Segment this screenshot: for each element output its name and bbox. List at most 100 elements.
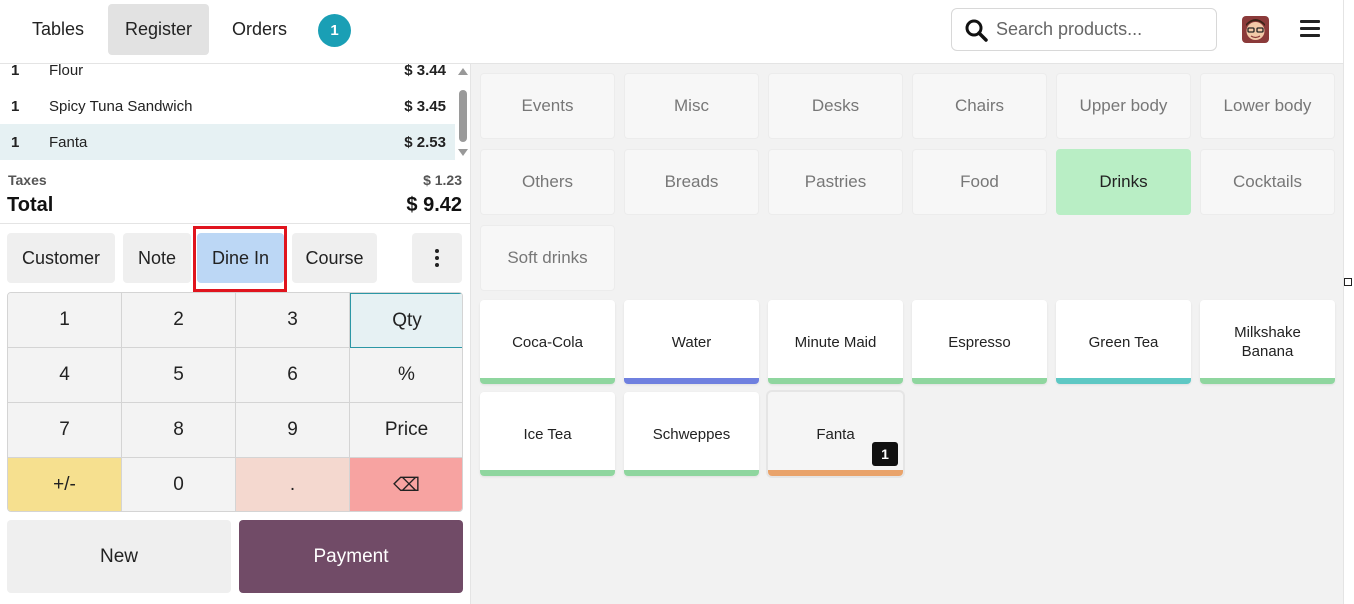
order-line-name: Spicy Tuna Sandwich bbox=[49, 97, 193, 115]
search-input[interactable] bbox=[996, 19, 1206, 40]
course-button[interactable]: Course bbox=[292, 233, 377, 283]
category-chairs[interactable]: Chairs bbox=[912, 73, 1047, 139]
category-others[interactable]: Others bbox=[480, 149, 615, 215]
numpad-key-7[interactable]: 7 bbox=[8, 403, 122, 458]
product-card[interactable]: Water bbox=[624, 300, 759, 384]
category-upper-body[interactable]: Upper body bbox=[1056, 73, 1191, 139]
product-card[interactable]: Ice Tea bbox=[480, 392, 615, 476]
tab-orders[interactable]: Orders bbox=[231, 19, 287, 39]
numpad-key-4[interactable]: 4 bbox=[8, 348, 122, 403]
numpad-key-9[interactable]: 9 bbox=[236, 403, 350, 458]
product-name: Milkshake Banana bbox=[1234, 324, 1301, 360]
scroll-down-icon[interactable] bbox=[458, 149, 468, 156]
order-totals: Taxes $ 1.23 Total $ 9.42 bbox=[0, 168, 471, 224]
order-line-qty: 1 bbox=[11, 97, 20, 115]
top-navbar: Tables Register Orders 1 bbox=[0, 0, 1343, 64]
category-drinks[interactable]: Drinks bbox=[1056, 149, 1191, 215]
order-lines-list: 1 Flour $ 3.44 1 Spicy Tuna Sandwich $ 3… bbox=[0, 64, 455, 160]
numpad-qty-button[interactable]: Qty bbox=[350, 293, 462, 348]
taxes-value: $ 1.23 bbox=[423, 172, 462, 188]
scroll-thumb[interactable] bbox=[459, 90, 467, 142]
order-line-selected[interactable]: 1 Fanta $ 2.53 bbox=[0, 124, 455, 160]
new-order-button[interactable]: New bbox=[7, 520, 231, 593]
product-name: Minute Maid bbox=[794, 333, 877, 351]
search-bar[interactable] bbox=[951, 8, 1217, 51]
order-line-price: $ 2.53 bbox=[404, 133, 446, 151]
order-line[interactable]: 1 Spicy Tuna Sandwich $ 3.45 bbox=[0, 88, 455, 124]
numpad-key-8[interactable]: 8 bbox=[122, 403, 236, 458]
numpad-key-3[interactable]: 3 bbox=[236, 293, 350, 348]
backspace-icon[interactable]: ⌫ bbox=[350, 458, 462, 511]
orders-count-badge[interactable]: 1 bbox=[318, 14, 351, 47]
product-qty-badge: 1 bbox=[872, 442, 898, 466]
category-breads[interactable]: Breads bbox=[624, 149, 759, 215]
order-line-name: Flour bbox=[49, 64, 84, 79]
numpad-price-button[interactable]: Price bbox=[350, 403, 462, 458]
category-food[interactable]: Food bbox=[912, 149, 1047, 215]
product-color-bar bbox=[1056, 378, 1191, 384]
product-color-bar bbox=[912, 378, 1047, 384]
scroll-up-icon[interactable] bbox=[458, 68, 468, 75]
product-card-selected[interactable]: Fanta 1 bbox=[768, 392, 903, 476]
product-name: Water bbox=[671, 333, 712, 351]
order-line-price: $ 3.45 bbox=[404, 97, 446, 115]
category-misc[interactable]: Misc bbox=[624, 73, 759, 139]
product-color-bar bbox=[480, 470, 615, 476]
user-avatar[interactable] bbox=[1242, 16, 1269, 43]
numpad-key-0[interactable]: 0 bbox=[122, 458, 236, 511]
product-name: Schweppes bbox=[652, 425, 731, 443]
order-line-name: Fanta bbox=[49, 133, 88, 151]
product-card[interactable]: Minute Maid bbox=[768, 300, 903, 384]
product-card[interactable]: Milkshake Banana bbox=[1200, 300, 1335, 384]
order-line-price: $ 3.44 bbox=[404, 64, 446, 79]
tab-register[interactable]: Register bbox=[108, 4, 209, 55]
numpad-key-1[interactable]: 1 bbox=[8, 293, 122, 348]
product-name: Green Tea bbox=[1088, 333, 1159, 351]
product-name: Coca-Cola bbox=[512, 333, 583, 351]
product-color-bar bbox=[768, 470, 903, 476]
numpad-key-5[interactable]: 5 bbox=[122, 348, 236, 403]
category-soft-drinks[interactable]: Soft drinks bbox=[480, 225, 615, 291]
product-name: Fanta bbox=[816, 425, 855, 443]
customer-button[interactable]: Customer bbox=[7, 233, 115, 283]
payment-button[interactable]: Payment bbox=[239, 520, 463, 593]
product-color-bar bbox=[480, 378, 615, 384]
product-card[interactable]: Coca-Cola bbox=[480, 300, 615, 384]
dine-in-button[interactable]: Dine In bbox=[197, 233, 284, 283]
order-line[interactable]: 1 Flour $ 3.44 bbox=[0, 64, 455, 88]
total-value: $ 9.42 bbox=[406, 194, 462, 216]
numpad-plus-minus-button[interactable]: +/- bbox=[8, 458, 122, 511]
product-color-bar bbox=[1200, 378, 1335, 384]
numpad: 1 2 3 Qty 4 5 6 % 7 8 9 Price +/- 0 . ⌫ bbox=[7, 292, 463, 512]
numpad-key-6[interactable]: 6 bbox=[236, 348, 350, 403]
total-label: Total bbox=[7, 194, 54, 216]
numpad-discount-button[interactable]: % bbox=[350, 348, 462, 403]
order-lines-scrollbar[interactable] bbox=[455, 64, 470, 160]
product-card[interactable]: Green Tea bbox=[1056, 300, 1191, 384]
category-lower-body[interactable]: Lower body bbox=[1200, 73, 1335, 139]
note-button[interactable]: Note bbox=[123, 233, 191, 283]
product-color-bar bbox=[768, 378, 903, 384]
resize-handle[interactable] bbox=[1344, 278, 1352, 286]
category-cocktails[interactable]: Cocktails bbox=[1200, 149, 1335, 215]
page-scrollbar[interactable] bbox=[1343, 0, 1354, 604]
numpad-key-2[interactable]: 2 bbox=[122, 293, 236, 348]
category-pastries[interactable]: Pastries bbox=[768, 149, 903, 215]
product-color-bar bbox=[624, 470, 759, 476]
product-name: Espresso bbox=[948, 333, 1011, 351]
kebab-menu-icon[interactable] bbox=[412, 233, 462, 283]
order-panel: 1 Flour $ 3.44 1 Spicy Tuna Sandwich $ 3… bbox=[0, 64, 471, 604]
taxes-label: Taxes bbox=[8, 172, 47, 188]
tab-tables[interactable]: Tables bbox=[31, 19, 85, 39]
category-events[interactable]: Events bbox=[480, 73, 615, 139]
hamburger-menu-icon[interactable] bbox=[1300, 20, 1320, 40]
order-line-qty: 1 bbox=[11, 133, 20, 151]
search-icon bbox=[965, 19, 988, 42]
category-desks[interactable]: Desks bbox=[768, 73, 903, 139]
product-panel: Events Misc Desks Chairs Upper body Lowe… bbox=[471, 64, 1344, 604]
product-color-bar bbox=[624, 378, 759, 384]
product-card[interactable]: Espresso bbox=[912, 300, 1047, 384]
product-card[interactable]: Schweppes bbox=[624, 392, 759, 476]
numpad-decimal-button[interactable]: . bbox=[236, 458, 350, 511]
order-line-qty: 1 bbox=[11, 64, 20, 79]
